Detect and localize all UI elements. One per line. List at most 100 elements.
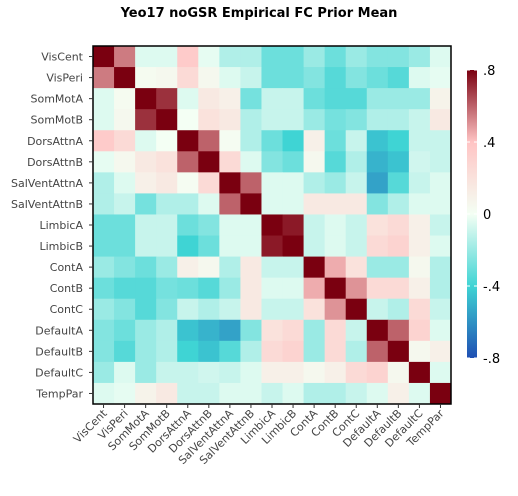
heatmap-cell (219, 46, 241, 68)
y-axis-labels: VisCent VisPeri SomMotA SomMotB DorsAttnA Dor… (11, 51, 93, 400)
heatmap-cell (408, 67, 431, 89)
heatmap-cell (324, 256, 347, 279)
heatmap-cell (156, 277, 178, 300)
heatmap-cell (387, 277, 410, 300)
heatmap-cell (408, 340, 431, 363)
heatmap-cell (114, 319, 136, 342)
heatmap-cell (93, 109, 115, 131)
heatmap-cell (366, 361, 389, 384)
heatmap-cell (387, 256, 410, 279)
heatmap-cell (93, 382, 115, 405)
heatmap-cell (303, 130, 326, 152)
heatmap-cell (303, 214, 326, 237)
heatmap-cell (177, 235, 199, 258)
heatmap-cell (240, 46, 262, 68)
heatmap-cell (324, 382, 347, 405)
heatmap-cell (303, 88, 326, 110)
heatmap-cell (135, 382, 157, 405)
heatmap-cell (303, 46, 326, 68)
heatmap-cell (240, 361, 262, 384)
heatmap-cell (408, 298, 431, 321)
heatmap-cell (366, 256, 389, 279)
chart-title: Yeo17 noGSR Empirical FC Prior Mean (120, 6, 398, 21)
heatmap-cell (261, 256, 284, 279)
heatmap-cell (387, 235, 410, 258)
heatmap-cell (282, 361, 305, 384)
heatmap-cell (114, 361, 136, 384)
heatmap-cell (261, 130, 284, 152)
heatmap-cell (135, 298, 157, 321)
heatmap-cell (282, 46, 305, 68)
heatmap-cell (198, 151, 220, 173)
heatmap-cell (93, 172, 115, 194)
heatmap-cell (177, 214, 199, 237)
heatmap-cell (156, 235, 178, 258)
y-tick-label: SalVentAttnB (11, 198, 83, 211)
heatmap-cell (324, 172, 347, 194)
heatmap-cell (93, 277, 115, 300)
heatmap-cell (408, 88, 431, 110)
heatmap-cell (261, 172, 284, 194)
heatmap-cell (387, 109, 410, 131)
heatmap-cell (324, 88, 347, 110)
heatmap-cell (303, 340, 326, 363)
heatmap-cell (156, 172, 178, 194)
heatmap-cell (429, 109, 452, 131)
heatmap-cell (303, 382, 326, 405)
heatmap-cell (114, 151, 136, 173)
y-tick-label: VisCent (41, 51, 83, 64)
heatmap-cell (303, 67, 326, 89)
y-tick-label: SomMotB (30, 114, 83, 127)
heatmap-cell (135, 67, 157, 89)
heatmap-cell (408, 319, 431, 342)
heatmap-cell (219, 88, 241, 110)
heatmap-cell (387, 193, 410, 215)
heatmap-cell (198, 319, 220, 342)
heatmap-cell (261, 214, 284, 237)
heatmap-cell (114, 67, 136, 89)
heatmap-cell (282, 67, 305, 89)
heatmap-cell (345, 46, 368, 68)
heatmap-cell (345, 256, 368, 279)
heatmap-cell (93, 214, 115, 237)
heatmap-cell (303, 277, 326, 300)
heatmap-cell (345, 235, 368, 258)
y-tick-label: DefaultA (35, 324, 83, 337)
heatmap-cell (429, 256, 452, 279)
heatmap-cell (177, 109, 199, 131)
heatmap-cell (282, 256, 305, 279)
heatmap-cell (219, 172, 241, 194)
heatmap-cell (114, 109, 136, 131)
heatmap-cell (156, 130, 178, 152)
heatmap-cell (408, 214, 431, 237)
colorbar (467, 70, 477, 358)
heatmap-cell (135, 193, 157, 215)
heatmap-cell (261, 235, 284, 258)
heatmap-cell (135, 88, 157, 110)
heatmap-cell (135, 340, 157, 363)
heatmap-cell (408, 193, 431, 215)
heatmap-cell (177, 256, 199, 279)
heatmap-cell (387, 67, 410, 89)
heatmap-cell (261, 151, 284, 173)
heatmap-cell (156, 214, 178, 237)
heatmap-cell (345, 361, 368, 384)
heatmap-cell (345, 193, 368, 215)
heatmap-cell (198, 298, 220, 321)
heatmap-cell (135, 256, 157, 279)
heatmap-cell (198, 109, 220, 131)
heatmap-cell (366, 340, 389, 363)
heatmap-cell (261, 109, 284, 131)
heatmap-cell (240, 172, 262, 194)
heatmap-cell (387, 340, 410, 363)
heatmap-cell (429, 277, 452, 300)
heatmap-cell (177, 277, 199, 300)
heatmap-cell (261, 88, 284, 110)
heatmap-cell (177, 382, 199, 405)
heatmap-cell (387, 172, 410, 194)
heatmap-cell (429, 319, 452, 342)
heatmap-cell (93, 67, 115, 89)
heatmap-cell (114, 46, 136, 68)
heatmap-cell (345, 214, 368, 237)
heatmap-cell (324, 277, 347, 300)
